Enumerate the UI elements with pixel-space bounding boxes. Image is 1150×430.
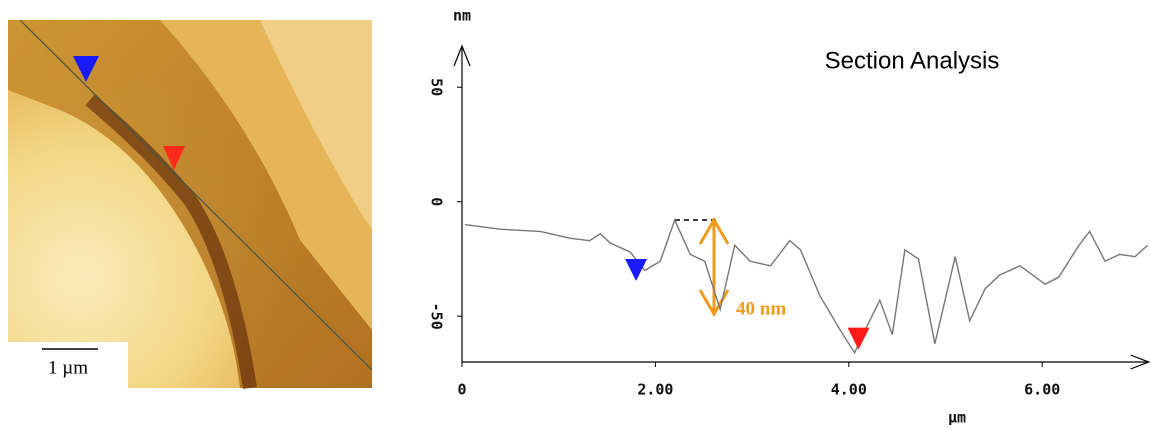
- y-tick-label: -50: [428, 303, 446, 330]
- height-arrow: [698, 217, 730, 317]
- y-axis-label: nm: [453, 7, 471, 25]
- x-tick-label: 4.00: [831, 381, 867, 399]
- chart-title: Section Analysis: [825, 47, 1000, 74]
- chart: Section Analysis nm µm 40 nm 50 0 -50 0 2.00…: [428, 7, 1150, 427]
- x-tick-label: 6.00: [1024, 381, 1060, 399]
- y-tick-label: 50: [428, 78, 446, 96]
- scale-bar-label: 1 µm: [48, 357, 88, 378]
- y-axis-arrow: [453, 44, 471, 67]
- x-tick-label: 2.00: [637, 381, 673, 399]
- x-axis-arrow: [1130, 354, 1150, 370]
- annotation: 40 nm: [736, 298, 786, 319]
- cursor-marker: [847, 327, 870, 350]
- x-tick-label: 0: [457, 381, 466, 399]
- y-tick-label: 0: [428, 197, 446, 206]
- profile-line: [464, 218, 1149, 355]
- x-axis-label: µm: [948, 409, 966, 426]
- cursor-marker: [625, 258, 648, 281]
- afm-image: 1 µm: [8, 19, 373, 390]
